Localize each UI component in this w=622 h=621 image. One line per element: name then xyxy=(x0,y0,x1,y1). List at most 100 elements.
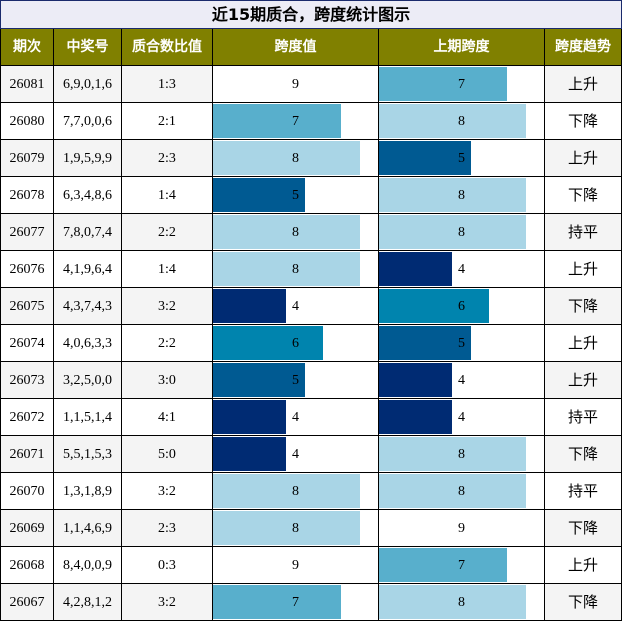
cell: 8 xyxy=(213,140,379,177)
cell: 2:3 xyxy=(122,510,213,547)
cell: 8 xyxy=(379,103,545,140)
trend-cell: 下降 xyxy=(545,177,622,214)
cell: 4,0,6,3,3 xyxy=(54,325,122,362)
cell: 2:2 xyxy=(122,325,213,362)
cell: 8 xyxy=(213,473,379,510)
span-bar xyxy=(379,326,471,360)
span-label: 4 xyxy=(458,262,465,277)
cell: 5:0 xyxy=(122,436,213,473)
cell: 5 xyxy=(379,140,545,177)
span-bar xyxy=(213,548,378,582)
trend-cell: 上升 xyxy=(545,251,622,288)
span-label: 8 xyxy=(458,225,465,240)
span-label: 5 xyxy=(292,188,299,203)
trend-cell: 持平 xyxy=(545,473,622,510)
cell: 4 xyxy=(213,399,379,436)
trend-cell: 下降 xyxy=(545,288,622,325)
span-bar xyxy=(213,474,360,508)
cell: 4 xyxy=(379,362,545,399)
column-header: 质合数比值 xyxy=(122,29,213,66)
span-label: 8 xyxy=(292,262,299,277)
cell: 5,5,1,5,3 xyxy=(54,436,122,473)
span-bar xyxy=(379,400,453,434)
cell: 26076 xyxy=(0,251,54,288)
span-bar xyxy=(379,474,526,508)
cell: 8 xyxy=(379,214,545,251)
cell: 4 xyxy=(379,399,545,436)
cell: 1:4 xyxy=(122,251,213,288)
span-bar xyxy=(379,548,508,582)
cell: 4,1,9,6,4 xyxy=(54,251,122,288)
span-label: 8 xyxy=(458,114,465,129)
cell: 26081 xyxy=(0,66,54,103)
column-header: 期次 xyxy=(0,29,54,66)
cell: 26079 xyxy=(0,140,54,177)
trend-cell: 下降 xyxy=(545,103,622,140)
span-bar xyxy=(213,289,287,323)
span-bar xyxy=(213,178,305,212)
span-label: 4 xyxy=(458,410,465,425)
cell: 1,1,4,6,9 xyxy=(54,510,122,547)
cell: 3:2 xyxy=(122,288,213,325)
cell: 4:1 xyxy=(122,399,213,436)
cell: 26074 xyxy=(0,325,54,362)
trend-cell: 上升 xyxy=(545,66,622,103)
cell: 1,1,5,1,4 xyxy=(54,399,122,436)
cell: 26067 xyxy=(0,584,54,621)
column-header: 跨度趋势 xyxy=(545,29,622,66)
span-label: 7 xyxy=(458,558,465,573)
span-label: 8 xyxy=(458,447,465,462)
span-label: 4 xyxy=(292,410,299,425)
cell: 6,3,4,8,6 xyxy=(54,177,122,214)
span-label: 9 xyxy=(292,558,299,573)
span-label: 4 xyxy=(292,299,299,314)
cell: 26071 xyxy=(0,436,54,473)
cell: 26073 xyxy=(0,362,54,399)
span-bar xyxy=(379,141,471,175)
span-label: 5 xyxy=(458,151,465,166)
cell: 9 xyxy=(213,66,379,103)
span-label: 8 xyxy=(292,225,299,240)
span-bar xyxy=(379,585,526,619)
cell: 1,9,5,9,9 xyxy=(54,140,122,177)
trend-cell: 上升 xyxy=(545,547,622,584)
cell: 6 xyxy=(379,288,545,325)
cell: 8 xyxy=(213,214,379,251)
span-label: 7 xyxy=(292,114,299,129)
span-label: 4 xyxy=(292,447,299,462)
span-label: 8 xyxy=(458,188,465,203)
cell: 26078 xyxy=(0,177,54,214)
span-label: 6 xyxy=(292,336,299,351)
cell: 9 xyxy=(379,510,545,547)
span-label: 5 xyxy=(292,373,299,388)
span-bar xyxy=(213,215,360,249)
cell: 26068 xyxy=(0,547,54,584)
cell: 2:3 xyxy=(122,140,213,177)
column-header: 上期跨度 xyxy=(379,29,545,66)
cell: 1:3 xyxy=(122,66,213,103)
cell: 9 xyxy=(213,547,379,584)
cell: 7 xyxy=(379,66,545,103)
cell: 3:0 xyxy=(122,362,213,399)
cell: 0:3 xyxy=(122,547,213,584)
span-label: 8 xyxy=(458,484,465,499)
trend-cell: 持平 xyxy=(545,214,622,251)
cell: 6,9,0,1,6 xyxy=(54,66,122,103)
trend-cell: 上升 xyxy=(545,325,622,362)
cell: 2:2 xyxy=(122,214,213,251)
trend-cell: 下降 xyxy=(545,436,622,473)
span-bar xyxy=(213,585,342,619)
cell: 5 xyxy=(213,362,379,399)
span-label: 6 xyxy=(458,299,465,314)
cell: 8 xyxy=(379,584,545,621)
cell: 26075 xyxy=(0,288,54,325)
cell: 7 xyxy=(213,584,379,621)
cell: 7 xyxy=(379,547,545,584)
span-bar xyxy=(379,511,544,545)
trend-cell: 持平 xyxy=(545,399,622,436)
span-bar xyxy=(213,67,378,101)
cell: 8 xyxy=(379,177,545,214)
cell: 8,4,0,0,9 xyxy=(54,547,122,584)
trend-cell: 下降 xyxy=(545,584,622,621)
